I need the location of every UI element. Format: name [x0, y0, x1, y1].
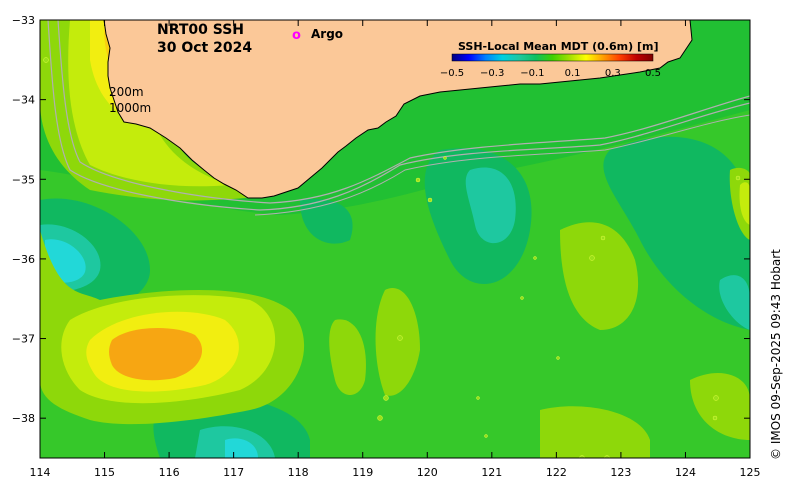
y-tick-label: −34	[12, 94, 35, 107]
colorbar-tick-label: −0.3	[480, 68, 504, 79]
imos-credit: © IMOS 09-Sep-2025 09:43 Hobart	[769, 249, 783, 460]
argo-float	[713, 395, 719, 401]
colorbar-title: SSH-Local Mean MDT (0.6m) [m]	[458, 40, 658, 53]
y-tick-label: −36	[12, 253, 35, 266]
colorbar: SSH-Local Mean MDT (0.6m) [m] −0.5 −0.3 −0…	[440, 40, 661, 79]
y-tick-label: −33	[12, 14, 35, 27]
x-tick-label: 114	[30, 466, 51, 479]
argo-float	[383, 395, 389, 401]
bathymetry-contour-200m	[47, 20, 750, 211]
ssh-contour-band	[540, 406, 650, 458]
argo-float	[533, 256, 537, 260]
y-tick-label: −38	[12, 412, 35, 425]
x-tick-label: 122	[546, 466, 567, 479]
y-tick-label: −37	[12, 333, 35, 346]
argo-float	[377, 415, 383, 421]
x-tick-label: 117	[223, 466, 244, 479]
argo-float	[476, 396, 480, 400]
argo-float	[712, 415, 718, 421]
map-title-line2: 30 Oct 2024	[157, 40, 252, 56]
argo-float	[397, 335, 403, 341]
land-mass	[103, 20, 693, 199]
plot-frame	[39, 19, 751, 459]
x-tick-label: 116	[159, 466, 180, 479]
argo-float	[43, 57, 49, 63]
ssh-contour-band	[375, 288, 420, 396]
argo-floats	[43, 57, 741, 458]
x-tick-label: 120	[417, 466, 438, 479]
argo-float	[443, 156, 447, 160]
ssh-contour-band	[739, 182, 750, 225]
argo-float	[604, 455, 610, 458]
x-axis: 114 115 116 117 118 119 120 121 122 123 124 125	[30, 20, 761, 479]
ssh-contour-band	[603, 136, 750, 330]
ssh-contour-band	[109, 328, 203, 381]
x-tick-label: 115	[94, 466, 115, 479]
argo-legend-marker: o	[292, 28, 301, 43]
argo-float	[484, 434, 488, 438]
y-axis: −33 −34 −35 −36 −37 −38	[12, 14, 750, 425]
contour-label-1000m: 1000m	[109, 101, 151, 115]
ssh-contour-band	[719, 275, 750, 330]
bathymetry-contour-1000m	[57, 20, 750, 204]
x-tick-label: 118	[288, 466, 309, 479]
x-tick-label: 123	[610, 466, 631, 479]
colorbar-tick-label: 0.5	[645, 68, 661, 79]
argo-legend-label: Argo	[311, 27, 343, 41]
argo-float	[579, 455, 585, 458]
colorbar-tick-label: −0.1	[520, 68, 544, 79]
argo-float	[415, 177, 421, 183]
colorbar-tick-label: −0.5	[440, 68, 464, 79]
argo-float	[520, 296, 524, 300]
ssh-contour-band	[690, 372, 750, 440]
argo-float	[735, 175, 741, 181]
argo-float	[556, 356, 560, 360]
ssh-field	[40, 20, 750, 458]
ssh-contour-band	[329, 319, 366, 395]
map-title-line1: NRT00 SSH	[157, 22, 244, 38]
x-tick-label: 119	[352, 466, 373, 479]
bathymetry-contour-1000m	[254, 114, 750, 216]
colorbar-ticks: −0.5 −0.3 −0.1 0.1 0.3 0.5	[440, 68, 661, 79]
ssh-contour-band	[560, 222, 639, 330]
colorbar-bar	[451, 53, 654, 62]
ssh-contour-band	[300, 199, 353, 244]
contour-label-200m: 200m	[109, 85, 144, 99]
colorbar-tick-label: 0.3	[605, 68, 621, 79]
argo-float	[589, 255, 595, 261]
argo-float	[600, 235, 606, 241]
x-tick-label: 125	[740, 466, 761, 479]
argo-float	[427, 197, 433, 203]
x-tick-label: 124	[675, 466, 696, 479]
y-tick-label: −35	[12, 173, 35, 186]
colorbar-tick-label: 0.1	[565, 68, 581, 79]
ssh-contour-band	[465, 167, 516, 244]
x-tick-label: 121	[481, 466, 502, 479]
